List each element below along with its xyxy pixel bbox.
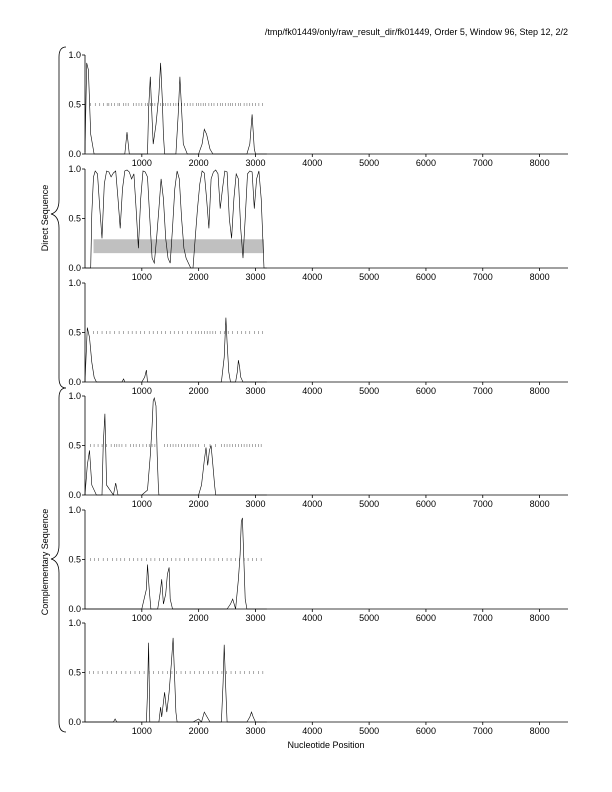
x-tick-label: 2000 xyxy=(189,386,209,396)
x-tick-label: 3000 xyxy=(245,386,265,396)
x-tick-label: 4000 xyxy=(302,613,322,623)
panel-4: 0.0 0.5 1.0 1000 2000 3000 4000 5000 6000 7000 800… xyxy=(68,391,568,509)
y-tick-label: 0.0 xyxy=(68,377,81,387)
y-tick-label: 0.0 xyxy=(68,717,81,727)
y-tick-label: 0.0 xyxy=(68,149,81,159)
x-tick-label: 4000 xyxy=(302,272,322,282)
y-tick-label: 1.0 xyxy=(68,505,81,515)
y-tick-label: 0.5 xyxy=(68,441,81,451)
x-tick-label: 6000 xyxy=(416,272,436,282)
x-tick-label: 5000 xyxy=(359,386,379,396)
y-tick-label: 0.5 xyxy=(68,100,81,110)
x-tick-label: 4000 xyxy=(302,386,322,396)
y-tick-label: 0.0 xyxy=(68,604,81,614)
complementary-sequence-label: Complementary Sequence xyxy=(40,509,50,616)
x-tick-label: 1000 xyxy=(132,499,152,509)
x-tick-label: 2000 xyxy=(189,272,209,282)
x-tick-label: 6000 xyxy=(416,499,436,509)
x-tick-label: 8000 xyxy=(530,726,550,736)
x-tick-label: 6000 xyxy=(416,386,436,396)
x-tick-label: 8000 xyxy=(530,272,550,282)
x-tick-label: 7000 xyxy=(473,499,493,509)
x-tick-label: 4000 xyxy=(302,726,322,736)
x-tick-label: 5000 xyxy=(359,499,379,509)
x-tick-label: 6000 xyxy=(416,158,436,168)
x-tick-label: 7000 xyxy=(473,272,493,282)
x-tick-label: 1000 xyxy=(132,726,152,736)
x-tick-label: 6000 xyxy=(416,726,436,736)
x-tick-label: 2000 xyxy=(189,499,209,509)
x-tick-label: 5000 xyxy=(359,726,379,736)
y-tick-label: 1.0 xyxy=(68,164,81,174)
panel-2: 0.0 0.5 1.0 1000 2000 3000 4000 5000 6000 7000 800… xyxy=(68,164,568,282)
y-tick-label: 0.5 xyxy=(68,555,81,565)
y-tick-label: 0.0 xyxy=(68,490,81,500)
x-tick-label: 7000 xyxy=(473,158,493,168)
y-tick-label: 0.5 xyxy=(68,668,81,678)
chart-panels: 0.0 0.5 1.0 1000 2000 3000 4000 5000 6000 7000 800… xyxy=(68,50,568,736)
y-tick-label: 1.0 xyxy=(68,278,81,288)
complementary-sequence-bracket xyxy=(50,387,67,733)
x-tick-label: 2000 xyxy=(189,158,209,168)
x-tick-label: 3000 xyxy=(245,272,265,282)
page-title: /tmp/fk01449/only/raw_result_dir/fk01449… xyxy=(264,27,568,37)
x-tick-label: 4000 xyxy=(302,158,322,168)
panel-1: 0.0 0.5 1.0 1000 2000 3000 4000 5000 6000 7000 800… xyxy=(68,50,568,168)
x-tick-label: 8000 xyxy=(530,386,550,396)
x-tick-label: 6000 xyxy=(416,613,436,623)
x-tick-label: 8000 xyxy=(530,158,550,168)
x-tick-label: 5000 xyxy=(359,158,379,168)
panel-5: 0.0 0.5 1.0 1000 2000 3000 4000 5000 6000 7000 800… xyxy=(68,505,568,623)
x-tick-label: 3000 xyxy=(245,499,265,509)
panel-6: 0.0 0.5 1.0 1000 2000 3000 4000 5000 6000 7000 800… xyxy=(68,618,568,736)
x-tick-label: 2000 xyxy=(189,613,209,623)
y-tick-label: 1.0 xyxy=(68,391,81,401)
x-tick-label: 1000 xyxy=(132,386,152,396)
series-line xyxy=(84,317,267,383)
series-line xyxy=(84,396,267,496)
series-line xyxy=(85,517,267,610)
x-tick-label: 3000 xyxy=(245,613,265,623)
panel-3: 0.0 0.5 1.0 1000 2000 3000 4000 5000 6000 7000 800… xyxy=(68,278,568,396)
x-tick-label: 7000 xyxy=(473,613,493,623)
x-tick-label: 3000 xyxy=(245,158,265,168)
y-tick-label: 0.5 xyxy=(68,214,81,224)
y-tick-label: 0.5 xyxy=(68,328,81,338)
x-tick-label: 2000 xyxy=(189,726,209,736)
x-tick-label: 1000 xyxy=(132,272,152,282)
x-tick-label: 1000 xyxy=(132,158,152,168)
series-line xyxy=(85,637,267,723)
x-tick-label: 8000 xyxy=(530,499,550,509)
x-axis-label: Nucleotide Position xyxy=(287,740,364,750)
y-tick-label: 0.0 xyxy=(68,263,81,273)
group-brackets: Direct Sequence Complementary Sequence xyxy=(40,46,67,733)
y-tick-label: 1.0 xyxy=(68,618,81,628)
x-tick-label: 1000 xyxy=(132,613,152,623)
series-line xyxy=(84,62,267,155)
y-tick-label: 1.0 xyxy=(68,50,81,60)
x-tick-label: 4000 xyxy=(302,499,322,509)
x-tick-label: 8000 xyxy=(530,613,550,623)
x-tick-label: 3000 xyxy=(245,726,265,736)
x-tick-label: 5000 xyxy=(359,272,379,282)
threshold-band xyxy=(93,239,264,254)
x-tick-label: 7000 xyxy=(473,386,493,396)
x-tick-label: 7000 xyxy=(473,726,493,736)
series-line xyxy=(85,169,267,269)
direct-sequence-label: Direct Sequence xyxy=(40,185,50,252)
x-tick-label: 5000 xyxy=(359,613,379,623)
direct-sequence-bracket xyxy=(50,46,67,389)
